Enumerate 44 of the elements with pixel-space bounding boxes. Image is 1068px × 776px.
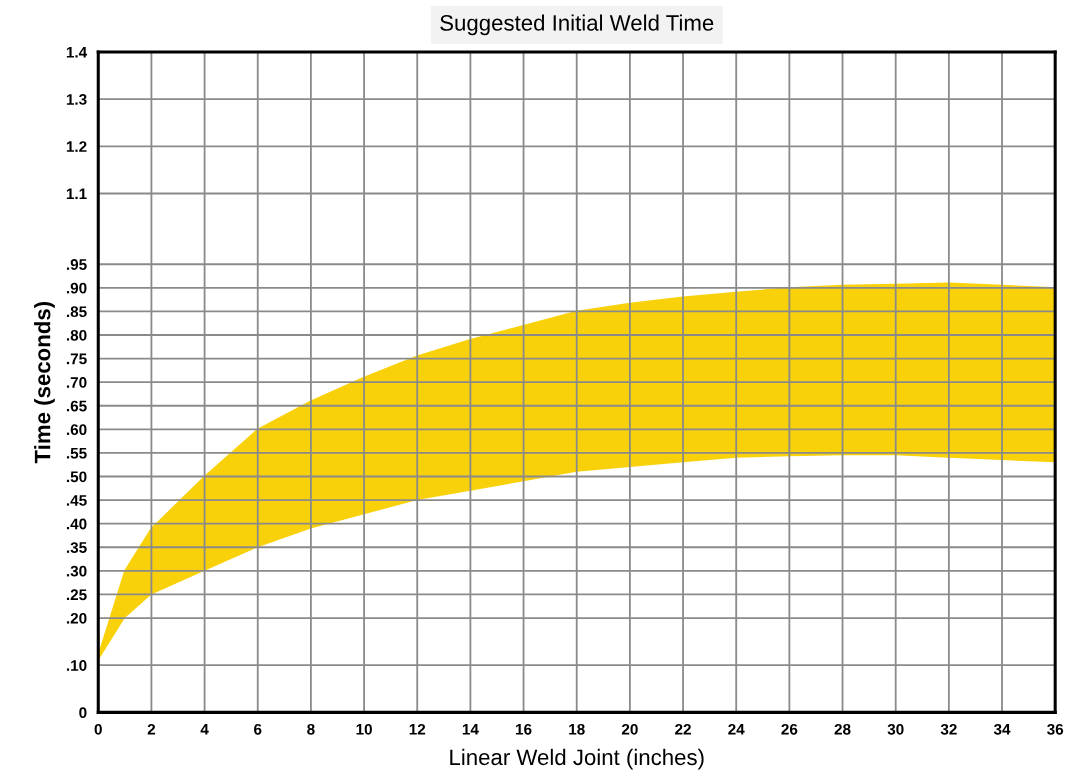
x-tick-label: 6 — [254, 723, 262, 735]
y-tick-label: .25 — [66, 589, 87, 601]
y-tick-label: .65 — [66, 400, 87, 412]
x-tick-label: 34 — [993, 723, 1011, 735]
y-tick-label: .75 — [66, 353, 87, 365]
x-tick-label: 36 — [1047, 723, 1064, 735]
x-tick-label: 14 — [462, 724, 479, 735]
x-tick-label: 20 — [621, 723, 638, 735]
x-tick-label: 2 — [147, 723, 156, 735]
y-tick-label: .35 — [66, 542, 87, 553]
x-tick-label: 22 — [675, 723, 691, 735]
y-tick-label: .20 — [66, 612, 87, 624]
x-tick-label: 0 — [94, 723, 102, 735]
y-tick-label: 1.4 — [66, 47, 88, 58]
y-tick-label: .85 — [66, 306, 87, 318]
x-tick-label: 12 — [409, 723, 426, 735]
y-tick-label: .10 — [66, 660, 87, 671]
x-tick-label: 32 — [940, 723, 957, 735]
x-tick-label: 18 — [569, 723, 585, 735]
y-tick-label: .95 — [66, 259, 87, 270]
x-tick-label: 28 — [834, 723, 851, 735]
y-tick-label: .50 — [66, 471, 87, 483]
x-tick-label: 10 — [356, 723, 372, 735]
x-tick-label: 30 — [887, 723, 904, 735]
x-axis-title: Linear Weld Joint (inches) — [450, 748, 704, 770]
y-axis-title: Time (seconds) — [34, 301, 55, 464]
y-tick-label: .30 — [66, 565, 87, 577]
x-tick-label: 26 — [781, 723, 798, 735]
x-tick-label: 16 — [516, 723, 532, 735]
y-tick-label: .70 — [66, 377, 87, 388]
x-tick-label: 24 — [728, 723, 745, 735]
y-tick-label: .55 — [66, 447, 87, 459]
y-tick-label: 1.3 — [66, 94, 87, 105]
x-tick-label: 4 — [200, 724, 209, 735]
y-tick-label: .90 — [66, 282, 87, 294]
y-tick-label: .45 — [66, 495, 87, 506]
y-tick-label: 1.2 — [66, 141, 87, 152]
y-tick-label: 1.1 — [66, 188, 87, 200]
y-tick-label: 0 — [79, 707, 87, 719]
x-tick-label: 8 — [307, 723, 315, 735]
y-tick-label: .60 — [66, 424, 87, 436]
y-tick-label: .40 — [66, 518, 87, 530]
chart-title: Suggested Initial Weld Time — [440, 14, 714, 36]
y-tick-label: .80 — [66, 329, 87, 341]
